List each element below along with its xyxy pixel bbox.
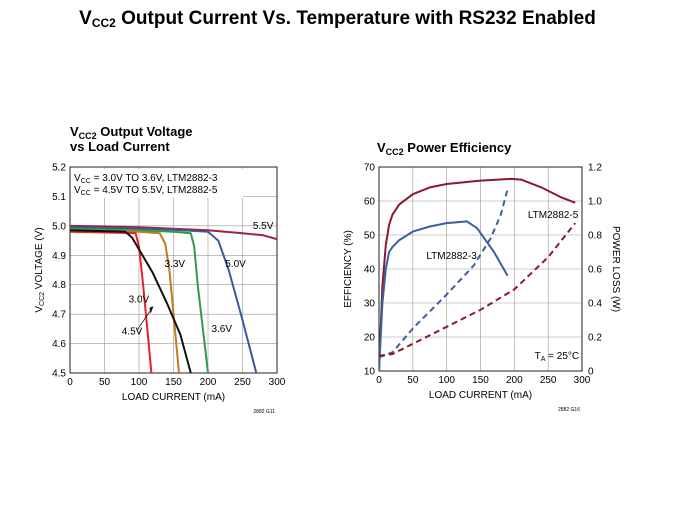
y-tick-label: 60 [364, 197, 376, 208]
y-tick-label: 30 [364, 299, 376, 310]
series-line [70, 229, 192, 373]
y-tick-label: 50 [364, 231, 376, 242]
y-tick-label: 70 [364, 163, 376, 174]
x-tick-label: 100 [438, 375, 455, 386]
x-tick-label: 200 [200, 377, 217, 388]
x-tick-label: 250 [540, 375, 557, 386]
chart-title: VCC2 Power Efficiency [377, 140, 512, 157]
series-line [70, 230, 153, 373]
series-annotation: 3.6V [211, 324, 232, 335]
y-right-tick-label: 0 [588, 367, 594, 378]
y-right-tick-label: 0.2 [588, 333, 602, 344]
x-tick-label: 0 [376, 375, 382, 386]
series-annotation: 3.0V [129, 294, 150, 305]
x-tick-label: 0 [67, 377, 73, 388]
series-line [379, 220, 509, 371]
x-tick-label: 50 [99, 377, 111, 388]
series-annotation: 3.3V [165, 259, 186, 270]
x-tick-label: 150 [472, 375, 489, 386]
y-right-tick-label: 0.4 [588, 299, 602, 310]
y-right-tick-label: 0.6 [588, 265, 602, 276]
y-tick-label: 5.0 [52, 221, 66, 232]
y-tick-label: 10 [364, 367, 376, 378]
series-annotation: 5.5V [253, 221, 274, 232]
y-right-tick-label: 1.0 [588, 197, 602, 208]
x-axis-label: LOAD CURRENT (mA) [122, 392, 225, 403]
annotation-arrow [136, 308, 153, 331]
plot-frame [378, 166, 583, 372]
y-right-tick-label: 1.2 [588, 163, 602, 174]
y-tick-label: 40 [364, 265, 376, 276]
y-tick-label: 5.1 [52, 192, 66, 203]
series-line [70, 226, 258, 373]
y-tick-label: 4.5 [52, 369, 66, 380]
y-tick-label: 4.9 [52, 251, 66, 262]
series-line [70, 229, 180, 373]
slide-title: VCC2 Output Current Vs. Temperature with… [79, 8, 596, 30]
y-tick-label: 4.7 [52, 310, 66, 321]
figure-id: 2882 G16 [558, 407, 580, 413]
x-tick-label: 200 [506, 375, 523, 386]
figure-id: 2882 G11 [253, 409, 275, 415]
temperature-note: TA = 25°C [535, 351, 580, 363]
x-tick-label: 300 [574, 375, 591, 386]
legend-entry: VCC = 4.5V TO 5.5V, LTM2882-5 [74, 185, 218, 197]
x-tick-label: 150 [165, 377, 182, 388]
plot-frame [69, 166, 278, 374]
chart-title-line2: vs Load Current [70, 139, 170, 154]
y-right-axis-label: POWER LOSS (W) [610, 226, 621, 312]
series-annotation: LTM2882-3 [426, 251, 477, 262]
legend-box [71, 169, 243, 198]
chart-title: VCC2 Output Voltage [70, 124, 193, 141]
y-tick-label: 5.2 [52, 163, 66, 174]
x-tick-label: 50 [407, 375, 419, 386]
y-axis-label: EFFICIENCY (%) [343, 230, 354, 308]
x-tick-label: 250 [234, 377, 251, 388]
chart-1: 0 50 100 150 200 250 300 4.5 4.6 4.7 4.8 4.9 5.0 5.1 5… [34, 124, 286, 415]
x-tick-label: 100 [131, 377, 148, 388]
series-annotation: 5.0V [225, 259, 246, 270]
x-axis-label: LOAD CURRENT (mA) [429, 390, 532, 401]
annotation-arrowhead [149, 306, 154, 314]
legend-entry: VCC = 3.0V TO 3.6V, LTM2882-3 [74, 173, 218, 185]
series-line [379, 188, 509, 359]
y-axis-label: VCC2 VOLTAGE (V) [34, 227, 46, 312]
x-tick-label: 300 [269, 377, 286, 388]
y-tick-label: 20 [364, 333, 376, 344]
series-line [70, 224, 277, 241]
series-line [70, 227, 209, 373]
chart-2: 0 50 100 150 200 250 300 10 20 30 40 50 60 70 0 0.2 0.4 0… [343, 140, 621, 413]
y-tick-label: 4.6 [52, 339, 66, 350]
y-right-tick-label: 0.8 [588, 231, 602, 242]
series-annotation: 4.5V [122, 327, 143, 338]
y-tick-label: 4.8 [52, 280, 66, 291]
series-line [379, 177, 576, 371]
series-annotation: LTM2882-5 [528, 210, 579, 221]
series-line [379, 222, 576, 357]
